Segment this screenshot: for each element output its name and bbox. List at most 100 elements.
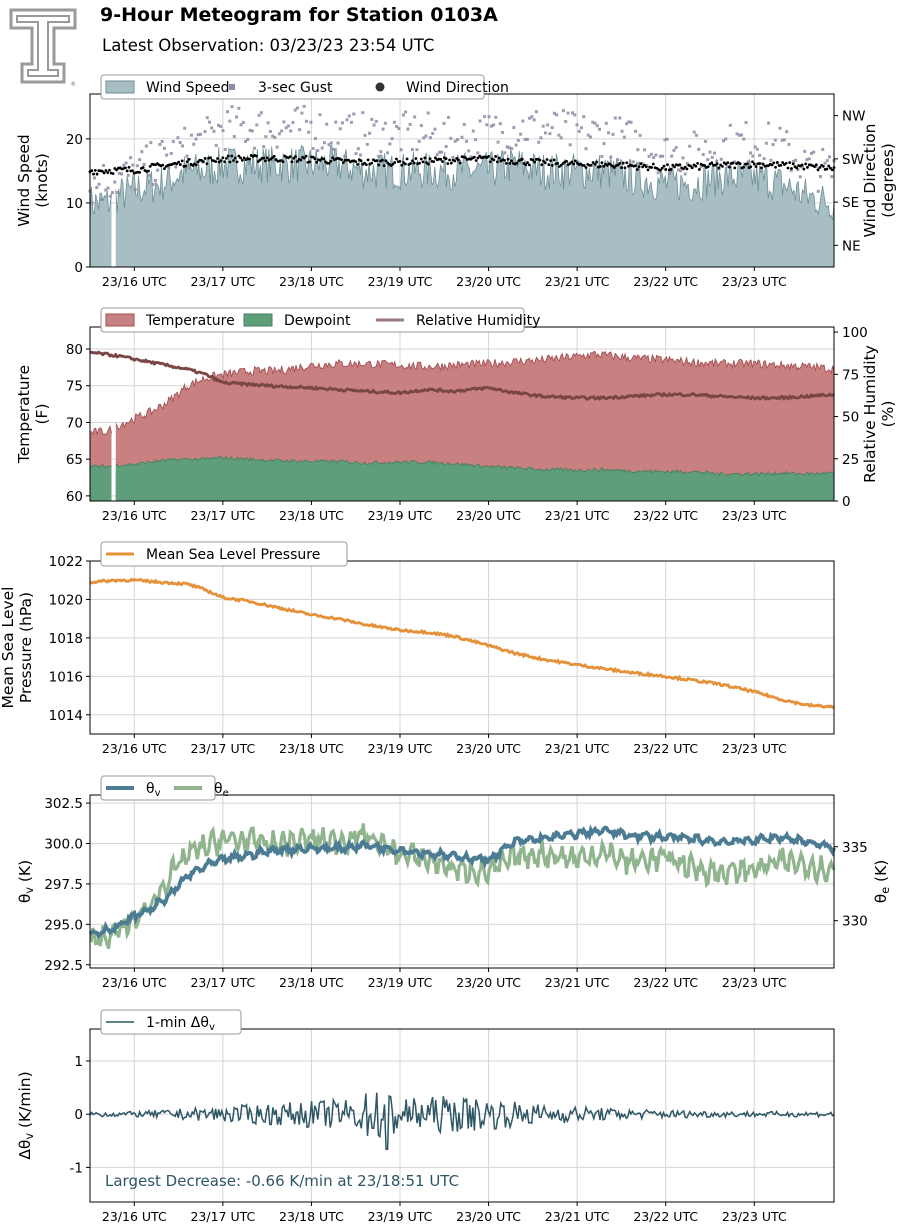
- gust-point: [622, 135, 626, 139]
- wind-direction-point: [830, 168, 834, 172]
- gust-point: [827, 155, 831, 159]
- x-tick-label: 23/21 UTC: [545, 508, 610, 523]
- y-axis-label: Δθv (K/min): [16, 1071, 36, 1159]
- gust-point: [417, 139, 421, 143]
- gust-point: [374, 119, 378, 123]
- gust-point: [726, 165, 730, 169]
- wind-direction-point: [751, 160, 754, 164]
- gust-point: [122, 163, 126, 167]
- wind-direction-point: [745, 162, 749, 166]
- gust-point: [309, 120, 313, 124]
- wind-direction-point: [432, 160, 436, 164]
- wind-direction-point: [761, 162, 765, 166]
- wind-direction-point: [327, 161, 331, 165]
- wind-direction-point: [494, 155, 498, 158]
- x-tick-label: 23/22 UTC: [633, 508, 698, 523]
- gust-point: [259, 111, 263, 115]
- x-tick-label: 23/20 UTC: [456, 741, 521, 756]
- wind-direction-point: [703, 164, 707, 167]
- gust-point: [390, 137, 394, 141]
- gust-point: [573, 113, 577, 117]
- gust-point: [198, 132, 202, 136]
- y-tick-label: 65: [66, 452, 83, 468]
- wind-direction-point: [223, 160, 227, 164]
- wind-direction-point: [643, 163, 646, 167]
- wind-direction-point: [623, 166, 627, 170]
- wind-direction-point: [552, 158, 556, 162]
- gust-point: [397, 126, 401, 130]
- wind-direction-point: [318, 158, 322, 162]
- wind-direction-point: [602, 164, 606, 168]
- legend-label--e: θe: [214, 781, 229, 799]
- gust-point: [433, 127, 437, 131]
- gust-point: [347, 114, 351, 118]
- wind-direction-point: [671, 163, 675, 167]
- y-tick-label: 1: [74, 1054, 83, 1070]
- gust-point: [744, 121, 748, 125]
- plot-frame: [89, 1028, 835, 1203]
- gust-point: [762, 157, 766, 161]
- gust-point: [169, 151, 173, 155]
- gust-point: [568, 143, 572, 147]
- wind-direction-point: [524, 163, 528, 167]
- y-axis-label: θv (K): [16, 860, 36, 903]
- wind-direction-point: [669, 167, 673, 171]
- gust-point: [740, 133, 744, 137]
- wind-direction-point: [616, 163, 620, 167]
- gust-point: [649, 152, 653, 156]
- largest-decrease-annotation: Largest Decrease: -0.66 K/min at 23/18:5…: [105, 1172, 459, 1190]
- gust-point: [237, 106, 241, 110]
- wind-direction-point: [186, 160, 189, 163]
- gust-point: [534, 110, 538, 114]
- y-tick-label: 1022: [49, 554, 83, 570]
- wind-direction-point: [196, 160, 200, 164]
- gust-point: [584, 147, 588, 151]
- wind-direction-point: [728, 165, 731, 169]
- chart-thermo: 23/16 UTC 23/17 UTC 23/18 UTC 23/19 UTC 23/2…: [15, 307, 897, 523]
- wind-direction-point: [673, 165, 676, 169]
- gust-point: [604, 121, 608, 125]
- x-tick-label: 23/22 UTC: [633, 741, 698, 756]
- gust-point: [431, 132, 435, 136]
- pressure-line: [89, 577, 835, 710]
- y-tick-label: 20: [66, 132, 83, 148]
- wind-direction-point: [510, 159, 513, 163]
- wind-direction-point: [678, 163, 682, 167]
- wind-direction-point: [639, 162, 643, 166]
- gust-point: [124, 161, 128, 165]
- gust-point: [629, 120, 633, 124]
- wind-direction-point: [758, 162, 761, 165]
- x-tick-label: 23/20 UTC: [456, 508, 521, 523]
- gust-point: [679, 169, 683, 173]
- wind-direction-point: [329, 159, 333, 163]
- legend-box: [100, 775, 216, 801]
- gust-point: [575, 123, 579, 127]
- x-tick-label: 23/22 UTC: [633, 274, 698, 289]
- wind-direction-point: [795, 166, 799, 170]
- wind-direction-point: [354, 160, 358, 164]
- x-tick-label: 23/23 UTC: [722, 975, 787, 990]
- wind-direction-point: [742, 165, 746, 169]
- gust-point: [365, 142, 369, 146]
- wind-direction-point: [439, 157, 443, 161]
- gust-point: [183, 126, 187, 130]
- wind-direction-point: [448, 158, 451, 162]
- dewpoint-area: [90, 464, 112, 501]
- gust-point: [246, 138, 250, 142]
- wind-direction-point: [556, 161, 560, 165]
- gust-point: [510, 147, 514, 151]
- wind-direction-point: [664, 168, 668, 171]
- x-tick-label: 23/22 UTC: [633, 1209, 698, 1224]
- wind-direction-point: [779, 163, 783, 167]
- gust-point: [408, 122, 412, 126]
- x-tick-label: 23/16 UTC: [102, 741, 167, 756]
- x-tick-label: 23/17 UTC: [190, 1209, 255, 1224]
- gust-point: [325, 122, 329, 126]
- wind-direction-point: [93, 168, 97, 172]
- y-tick-label: 292.5: [44, 958, 83, 974]
- gust-point: [460, 135, 464, 139]
- gust-point: [692, 130, 696, 134]
- wind-direction-point: [644, 165, 648, 169]
- wind-direction-point: [786, 166, 790, 170]
- wind-direction-point: [131, 169, 134, 173]
